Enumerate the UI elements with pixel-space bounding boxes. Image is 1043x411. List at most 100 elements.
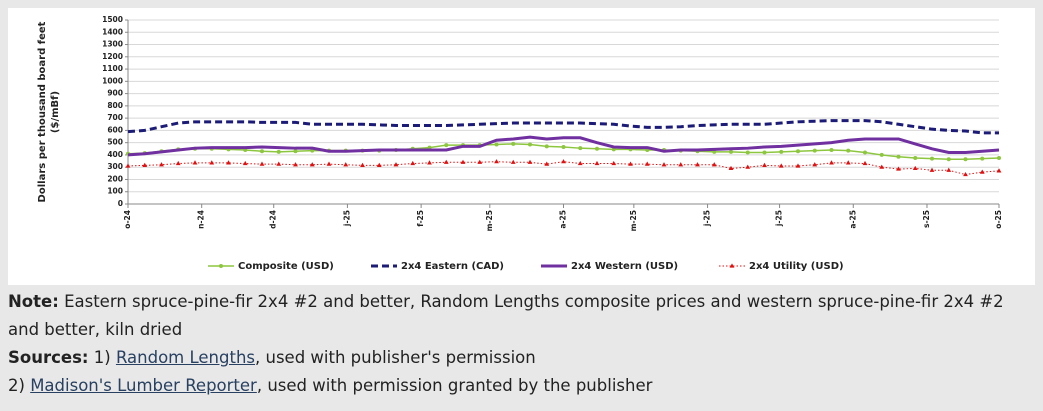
point bbox=[812, 162, 818, 167]
point bbox=[845, 160, 851, 165]
point bbox=[678, 162, 684, 167]
source-suffix: , used with permission granted by the pu… bbox=[256, 376, 653, 395]
y-tick-label: 1400 bbox=[102, 27, 123, 36]
point bbox=[226, 160, 231, 165]
point bbox=[477, 159, 483, 164]
point bbox=[209, 160, 215, 165]
point bbox=[594, 160, 600, 166]
y-axis-label: ($/mBf) bbox=[50, 91, 61, 133]
point bbox=[946, 167, 952, 172]
y-tick-label: 300 bbox=[107, 162, 123, 171]
x-tick-label: o-25 bbox=[994, 210, 1003, 229]
point bbox=[661, 162, 667, 167]
point bbox=[896, 154, 901, 159]
note-text: Eastern spruce-pine-fir 2x4 #2 and bette… bbox=[8, 292, 1004, 339]
point bbox=[896, 166, 901, 171]
point bbox=[242, 160, 248, 166]
point bbox=[276, 161, 282, 166]
point bbox=[343, 162, 349, 167]
series-line bbox=[127, 135, 1000, 157]
source-line: Sources: 1) Random Lengths, used with pu… bbox=[8, 344, 1033, 372]
point bbox=[595, 146, 599, 151]
note-label: Note: bbox=[8, 292, 59, 311]
point bbox=[460, 159, 466, 164]
y-tick-label: 1100 bbox=[102, 64, 123, 73]
x-tick-label: m-25 bbox=[485, 210, 494, 231]
point bbox=[795, 163, 801, 168]
y-tick-label: 500 bbox=[107, 138, 123, 147]
point bbox=[192, 160, 198, 165]
point bbox=[779, 149, 784, 154]
series-line bbox=[127, 119, 999, 135]
point bbox=[276, 149, 281, 154]
point bbox=[494, 159, 499, 164]
point bbox=[577, 160, 583, 166]
point bbox=[862, 160, 868, 166]
legend-label: 2x4 Utility (USD) bbox=[749, 261, 844, 272]
point bbox=[711, 162, 717, 167]
point bbox=[544, 144, 549, 149]
y-tick-label: 1000 bbox=[102, 76, 123, 85]
point bbox=[125, 163, 131, 168]
y-tick-label: 100 bbox=[107, 187, 123, 196]
point bbox=[511, 141, 516, 146]
point bbox=[561, 144, 566, 149]
point bbox=[443, 159, 449, 164]
source-link[interactable]: Random Lengths bbox=[115, 348, 256, 367]
legend-label: 2x4 Eastern (CAD) bbox=[401, 261, 504, 272]
point bbox=[829, 148, 834, 153]
point bbox=[510, 159, 516, 164]
point bbox=[912, 165, 918, 171]
chart: Dollars per thousand board feet ($/mBf) … bbox=[8, 8, 1035, 285]
source-suffix: , used with publisher's permission bbox=[255, 348, 536, 367]
point bbox=[846, 148, 851, 153]
y-tick-label: 1300 bbox=[102, 40, 123, 49]
point bbox=[796, 149, 800, 154]
point bbox=[812, 148, 817, 153]
legend-label: 2x4 Western (USD) bbox=[571, 261, 678, 272]
point bbox=[561, 159, 566, 164]
source-prefix: 2) bbox=[8, 376, 25, 395]
point bbox=[644, 161, 650, 166]
point bbox=[578, 146, 583, 151]
point bbox=[963, 157, 968, 162]
point bbox=[879, 164, 885, 169]
point bbox=[963, 171, 968, 177]
point bbox=[326, 161, 332, 166]
point bbox=[745, 150, 750, 155]
point bbox=[930, 156, 934, 161]
source-line: 2) Madison's Lumber Reporter, used with … bbox=[8, 372, 1033, 400]
x-tick-label: j-25 bbox=[703, 210, 712, 227]
point bbox=[997, 156, 1001, 160]
point bbox=[996, 168, 1002, 173]
y-tick-label: 800 bbox=[107, 101, 123, 110]
point bbox=[393, 162, 399, 167]
point bbox=[427, 160, 432, 165]
y-tick-label: 0 bbox=[118, 199, 123, 208]
x-tick-label: f-25 bbox=[416, 210, 425, 227]
legend-marker bbox=[219, 264, 223, 268]
x-tick-label: a-25 bbox=[559, 210, 568, 229]
y-tick-label: 200 bbox=[107, 174, 123, 183]
y-tick-label: 1200 bbox=[102, 52, 123, 61]
point bbox=[762, 150, 767, 155]
x-tick-label: s-25 bbox=[922, 210, 931, 228]
point bbox=[929, 167, 935, 172]
source-link[interactable]: Madison's Lumber Reporter bbox=[30, 376, 257, 395]
point bbox=[175, 160, 181, 166]
point bbox=[863, 150, 867, 155]
point bbox=[494, 142, 499, 147]
point bbox=[444, 143, 449, 148]
sources-label: Sources: bbox=[8, 348, 89, 367]
x-tick-label: o-24 bbox=[123, 210, 132, 229]
point bbox=[778, 163, 784, 168]
point bbox=[628, 161, 633, 166]
point bbox=[260, 149, 264, 154]
x-tick-label: m-25 bbox=[629, 210, 638, 231]
point bbox=[762, 162, 767, 167]
point bbox=[360, 162, 365, 167]
x-tick-label: j-25 bbox=[342, 210, 351, 227]
point bbox=[728, 165, 734, 171]
legend-marker bbox=[729, 263, 735, 268]
